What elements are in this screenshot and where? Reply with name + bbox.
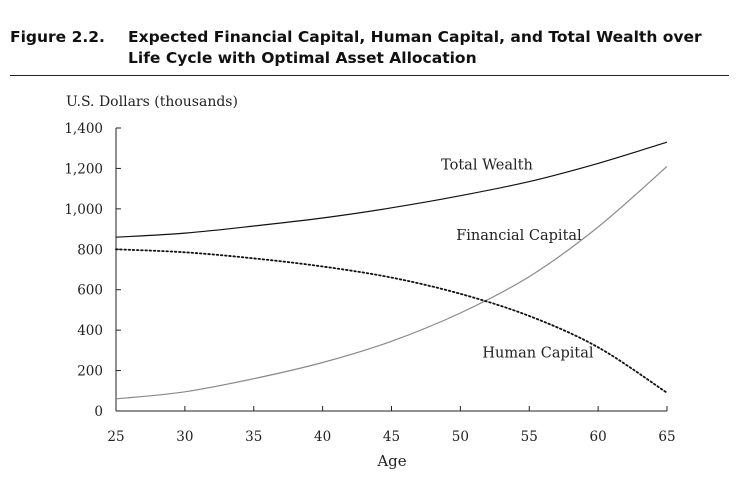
x-tick-label: 50 [452, 429, 469, 445]
x-tick-label: 25 [107, 429, 124, 445]
x-tick-label: 65 [658, 429, 675, 445]
y-tick-label: 0 [94, 404, 103, 420]
x-tick-label: 55 [521, 429, 538, 445]
annotation-total-wealth: Total Wealth [441, 157, 533, 173]
x-axis-label: Age [376, 452, 406, 470]
series-lines [115, 141, 668, 400]
y-tick-label: 1,400 [64, 121, 103, 137]
figure-number: Figure 2.2. [10, 28, 105, 46]
x-tick-label: 40 [314, 429, 331, 445]
y-axis-label: U.S. Dollars (thousands) [66, 94, 238, 110]
axes: 0 200 400 600 800 1,000 1,200 1,400 25 30 35 40 45 50… [64, 121, 675, 445]
series-annotations: Total Wealth Financial Capital Human Capit… [441, 157, 594, 361]
series-line-total-wealth [115, 141, 668, 238]
x-tick-label: 60 [590, 429, 607, 445]
y-tick-label: 200 [77, 364, 103, 380]
y-tick-label: 600 [77, 283, 103, 299]
y-tick-label: 800 [77, 242, 103, 258]
series-line-human-capital [115, 248, 668, 394]
x-tick-label: 30 [176, 429, 193, 445]
header-rule [10, 75, 729, 76]
annotation-financial-capital: Financial Capital [456, 228, 582, 244]
annotation-human-capital: Human Capital [482, 345, 593, 361]
x-tick-label: 35 [245, 429, 262, 445]
x-tick-label: 45 [383, 429, 400, 445]
y-tick-label: 400 [77, 323, 103, 339]
y-tick-label: 1,200 [64, 161, 103, 177]
series-line-financial-capital [115, 165, 668, 400]
figure-title: Expected Financial Capital, Human Capita… [128, 28, 702, 67]
y-tick-label: 1,000 [64, 202, 103, 218]
